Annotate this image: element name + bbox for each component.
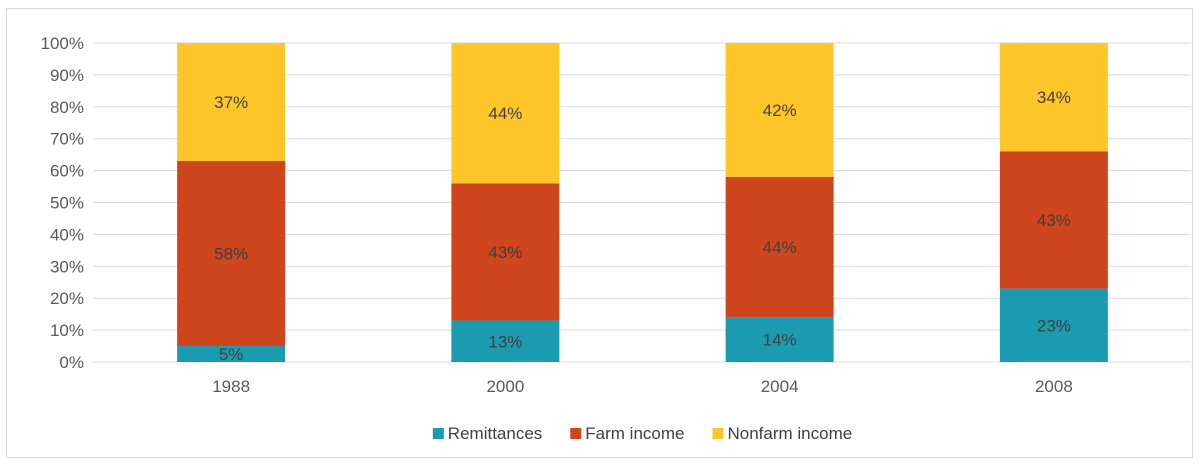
bar-segment <box>999 151 1108 289</box>
x-tick-label: 2008 <box>1035 377 1073 396</box>
x-tick-label: 1988 <box>212 377 250 396</box>
y-tick-label: 10% <box>50 321 84 340</box>
bar-segment <box>999 43 1108 152</box>
y-tick-label: 0% <box>59 353 84 372</box>
data-label: 23% <box>1037 316 1071 335</box>
x-tick-label: 2004 <box>761 377 799 396</box>
data-label: 44% <box>488 104 522 123</box>
data-label: 37% <box>214 93 248 112</box>
bar-segment <box>725 317 834 362</box>
bar-segment <box>451 320 560 362</box>
bar-segment <box>725 176 834 318</box>
stacked-bar-chart: 0% 10% 20% 30% 40% 50% 60% 70% 80% 90% 100% 5% 58% 3… <box>41 34 1191 443</box>
data-label: 44% <box>763 238 797 257</box>
data-label: 13% <box>488 332 522 351</box>
bars <box>177 43 1108 362</box>
y-tick-label: 80% <box>50 98 84 117</box>
y-tick-label: 20% <box>50 289 84 308</box>
bar-segment <box>177 43 286 162</box>
data-labels: 5% 58% 37% 13% 43% 44% 14% 44% 42% 23% 43% 34% <box>214 88 1071 364</box>
y-tick-label: 70% <box>50 130 84 149</box>
bar-segment <box>725 43 834 177</box>
legend-swatch <box>432 428 444 439</box>
legend-label: Remittances <box>448 424 542 443</box>
data-label: 5% <box>219 345 244 364</box>
data-label: 14% <box>763 331 797 350</box>
bar-segment <box>451 43 560 184</box>
data-label: 42% <box>763 101 797 120</box>
legend-label: Nonfarm income <box>727 424 852 443</box>
bar-segment <box>177 346 286 362</box>
data-label: 43% <box>488 243 522 262</box>
legend: Remittances Farm income Nonfarm income <box>432 424 852 443</box>
data-label: 43% <box>1037 211 1071 230</box>
data-label: 34% <box>1037 88 1071 107</box>
y-tick-label: 40% <box>50 225 84 244</box>
legend-swatch <box>570 428 582 439</box>
y-tick-label: 60% <box>50 162 84 181</box>
legend-swatch <box>712 428 724 439</box>
x-axis: 1988 2000 2004 2008 <box>212 377 1073 396</box>
x-tick-label: 2000 <box>486 377 524 396</box>
legend-label: Farm income <box>585 424 684 443</box>
bar-segment <box>177 161 286 347</box>
y-tick-label: 30% <box>50 257 84 276</box>
bar-segment <box>451 183 560 321</box>
chart-frame: 0% 10% 20% 30% 40% 50% 60% 70% 80% 90% 100% 5% 58% 3… <box>6 8 1193 458</box>
bar-segment <box>999 288 1108 362</box>
y-axis: 0% 10% 20% 30% 40% 50% 60% 70% 80% 90% 100% <box>41 34 84 372</box>
y-tick-label: 50% <box>50 194 84 213</box>
data-label: 58% <box>214 245 248 264</box>
y-tick-label: 100% <box>41 34 84 53</box>
y-tick-label: 90% <box>50 66 84 85</box>
